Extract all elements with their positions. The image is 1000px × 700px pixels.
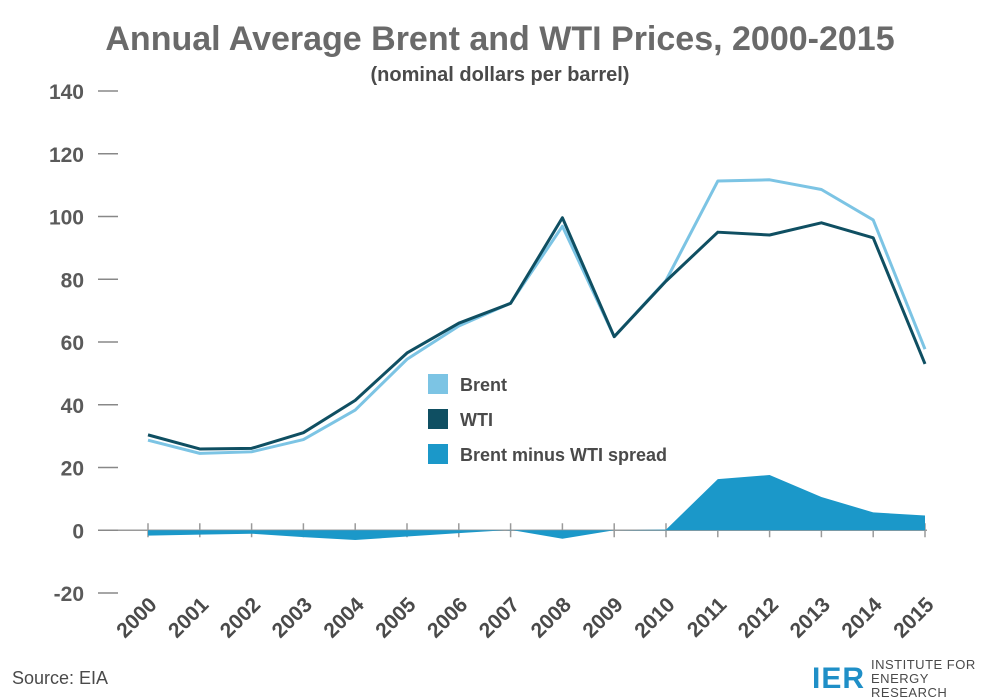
legend-swatch-brent bbox=[428, 374, 448, 394]
ier-name-line-2: ENERGY RESEARCH bbox=[871, 671, 948, 700]
x-tick-label: 2013 bbox=[786, 593, 835, 642]
y-tick-label: 60 bbox=[61, 332, 84, 355]
x-tick-label: 2012 bbox=[734, 593, 783, 642]
y-tick-label: 120 bbox=[49, 144, 84, 167]
ier-brand: IER INSTITUTE FOR ENERGY RESEARCH bbox=[812, 658, 1000, 700]
y-tick-label: 80 bbox=[61, 269, 84, 292]
x-tick-label: 2009 bbox=[578, 593, 627, 642]
x-tick-label: 2007 bbox=[475, 593, 524, 642]
x-tick-label: 2008 bbox=[527, 593, 577, 643]
series-area-spread bbox=[148, 475, 925, 540]
y-tick-label: 140 bbox=[49, 81, 84, 104]
y-tick-label: 20 bbox=[61, 458, 84, 481]
x-tick-label: 2010 bbox=[630, 593, 679, 642]
x-tick-label: 2004 bbox=[319, 593, 369, 643]
ier-name: INSTITUTE FOR ENERGY RESEARCH bbox=[871, 658, 1000, 700]
ier-name-line-1: INSTITUTE FOR bbox=[871, 657, 976, 672]
x-tick-label: 2006 bbox=[423, 593, 472, 642]
chart-subtitle: (nominal dollars per barrel) bbox=[370, 64, 630, 86]
y-tick-label: 40 bbox=[61, 395, 84, 418]
legend-swatch-wti bbox=[428, 409, 448, 429]
x-tick-label: 2002 bbox=[216, 593, 265, 642]
y-tick-label: 100 bbox=[49, 207, 84, 230]
legend: Brent WTI Brent minus WTI spread bbox=[428, 374, 667, 465]
legend-swatch-spread bbox=[428, 444, 448, 464]
legend-label-wti: WTI bbox=[460, 410, 493, 430]
line-layer bbox=[147, 178, 927, 455]
chart-title: Annual Average Brent and WTI Prices, 200… bbox=[105, 20, 895, 58]
x-tick-label: 2011 bbox=[683, 593, 732, 642]
x-tick-label: 2014 bbox=[837, 593, 887, 643]
x-tick-label: 2001 bbox=[164, 593, 214, 643]
legend-label-spread: Brent minus WTI spread bbox=[460, 445, 667, 465]
ier-logo: IER bbox=[812, 662, 866, 695]
source-note: Source: EIA bbox=[12, 668, 109, 688]
legend-label-brent: Brent bbox=[460, 375, 507, 395]
x-tick-label: 2015 bbox=[889, 593, 939, 643]
series-line-brent bbox=[147, 178, 927, 455]
series-line-wti bbox=[147, 216, 927, 451]
spread-area-layer bbox=[148, 475, 925, 540]
x-tick-label: 2003 bbox=[268, 593, 317, 642]
x-tick-label: 2000 bbox=[112, 593, 161, 642]
x-tick-label: 2005 bbox=[371, 593, 421, 643]
y-tick-label: -20 bbox=[54, 583, 84, 606]
y-tick-label: 0 bbox=[72, 520, 84, 543]
